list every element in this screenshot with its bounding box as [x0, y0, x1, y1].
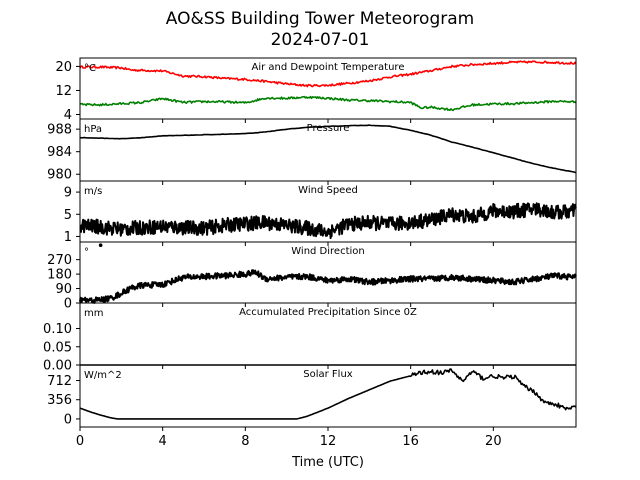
y-tick-label: 0 — [64, 412, 72, 427]
panel-precipitation: 0.10 0.05 0.00 mm Accumulated Precipitation … — [43, 302, 577, 374]
x-tick-label: 12 — [320, 434, 337, 449]
x-tick-label: 20 — [485, 434, 502, 449]
y-tick-label: 980 — [47, 168, 72, 183]
series-line-temperature-0 — [79, 60, 577, 88]
series-line-wind-direction-0 — [79, 269, 577, 304]
panel-title: Wind Speed — [298, 185, 358, 196]
y-tick-label: 356 — [47, 393, 72, 408]
unit-label: ° — [84, 247, 89, 258]
series-line-temperature-1 — [79, 95, 577, 112]
unit-label: °C — [84, 63, 96, 74]
y-tick-label: 20 — [55, 60, 72, 75]
panel-solar-flux: 712 356 0 W/m^2 Solar Flux — [47, 364, 577, 431]
series-line-wind-speed-0 — [79, 202, 577, 240]
y-tick-label: 90 — [55, 282, 72, 297]
y-tick-label: 4 — [64, 108, 72, 123]
y-tick-label: 180 — [47, 268, 72, 283]
panel-title: Accumulated Precipitation Since 0Z — [239, 307, 417, 318]
x-tick-label: 4 — [159, 434, 167, 449]
panel-title: Air and Dewpoint Temperature — [252, 62, 405, 73]
outlier-point-0 — [98, 243, 103, 248]
x-tick-label: 16 — [402, 434, 419, 449]
unit-label: m/s — [84, 186, 102, 197]
figure-title: AO&SS Building Tower Meteorogram — [166, 9, 474, 29]
series-line-solar-flux-0 — [79, 368, 577, 420]
unit-label: hPa — [84, 124, 102, 135]
y-tick-label: 5 — [64, 208, 72, 223]
y-tick-label: 712 — [47, 374, 72, 389]
y-tick-label: 984 — [47, 145, 72, 160]
y-tick-label: 988 — [47, 123, 72, 138]
y-tick-label: 0.00 — [43, 359, 72, 374]
y-tick-label: 0.05 — [43, 340, 72, 355]
unit-label: W/m^2 — [84, 370, 122, 381]
y-tick-label: 12 — [55, 84, 72, 99]
x-axis-label: Time (UTC) — [291, 455, 364, 470]
y-tick-label: 270 — [47, 253, 72, 268]
panel-title: Pressure — [307, 123, 350, 134]
x-tick-label: 8 — [241, 434, 249, 449]
series-line-pressure-0 — [79, 124, 577, 174]
y-tick-label: 1 — [64, 230, 72, 245]
panel-pressure: 988 984 980 hPa Pressure — [47, 118, 577, 185]
y-tick-label: 0 — [64, 297, 72, 312]
figure-date: 2024-07-01 — [271, 30, 370, 50]
panel-wind-speed: 9 5 1 m/s Wind Speed — [64, 180, 577, 246]
y-tick-label: 0.10 — [43, 322, 72, 337]
x-tick-label: 0 — [76, 434, 84, 449]
y-tick-label: 9 — [64, 186, 72, 201]
unit-label: mm — [84, 308, 103, 319]
panel-title: Solar Flux — [303, 369, 353, 380]
panel-temperature: 20 12 4 °C Air and Dewpoint Temperature — [55, 57, 577, 123]
panel-title: Wind Direction — [291, 246, 365, 257]
